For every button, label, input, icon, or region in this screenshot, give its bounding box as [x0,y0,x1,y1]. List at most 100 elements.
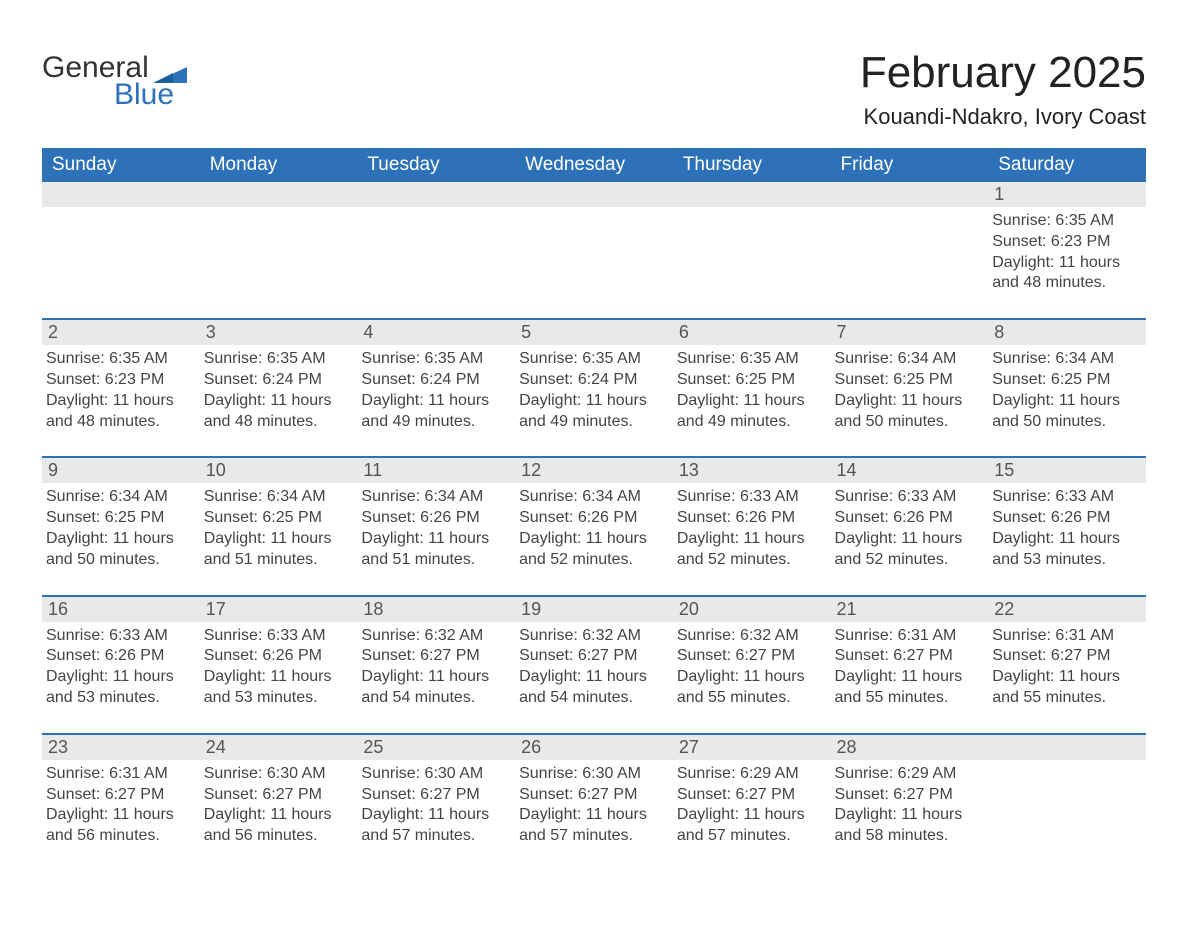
sunrise-line: Sunrise: 6:32 AM [677,626,817,647]
day-info: Sunrise: 6:33 AMSunset: 6:26 PMDaylight:… [200,626,354,709]
calendar-day-cell: 15Sunrise: 6:33 AMSunset: 6:26 PMDayligh… [988,457,1146,595]
day-number: 21 [831,597,989,622]
sunset-line: Sunset: 6:24 PM [361,370,501,391]
day-number: 27 [673,735,831,760]
day-number [42,182,200,207]
calendar-day-cell: 23Sunrise: 6:31 AMSunset: 6:27 PMDayligh… [42,734,200,871]
day-number: 7 [831,320,989,345]
day-number: 13 [673,458,831,483]
calendar-day-cell: 28Sunrise: 6:29 AMSunset: 6:27 PMDayligh… [831,734,989,871]
daylight-line: Daylight: 11 hours and 54 minutes. [361,667,501,709]
day-info: Sunrise: 6:34 AMSunset: 6:25 PMDaylight:… [831,349,985,432]
sunset-line: Sunset: 6:27 PM [992,646,1132,667]
calendar-day-cell: 9 Sunrise: 6:34 AMSunset: 6:25 PMDaylight… [42,457,200,595]
sunrise-line: Sunrise: 6:30 AM [361,764,501,785]
daylight-line: Daylight: 11 hours and 50 minutes. [992,391,1132,433]
sunset-line: Sunset: 6:26 PM [992,508,1132,529]
daylight-line: Daylight: 11 hours and 52 minutes. [835,529,975,571]
day-info: Sunrise: 6:29 AMSunset: 6:27 PMDaylight:… [831,764,985,847]
sunset-line: Sunset: 6:27 PM [835,785,975,806]
sunset-line: Sunset: 6:27 PM [519,646,659,667]
daylight-line: Daylight: 11 hours and 50 minutes. [835,391,975,433]
sunrise-line: Sunrise: 6:35 AM [519,349,659,370]
weekday-header: Sunday [42,148,200,182]
calendar-day-cell: 19Sunrise: 6:32 AMSunset: 6:27 PMDayligh… [515,596,673,734]
daylight-line: Daylight: 11 hours and 51 minutes. [361,529,501,571]
calendar-day-cell [988,734,1146,871]
day-info: Sunrise: 6:32 AMSunset: 6:27 PMDaylight:… [673,626,827,709]
day-number: 17 [200,597,358,622]
day-info: Sunrise: 6:35 AMSunset: 6:24 PMDaylight:… [515,349,669,432]
day-info: Sunrise: 6:34 AMSunset: 6:26 PMDaylight:… [515,487,669,570]
calendar-day-cell: 22Sunrise: 6:31 AMSunset: 6:27 PMDayligh… [988,596,1146,734]
sunrise-line: Sunrise: 6:29 AM [835,764,975,785]
sunrise-line: Sunrise: 6:29 AM [677,764,817,785]
page-header: General Blue February 2025 Kouandi-Ndakr… [42,48,1146,130]
daylight-line: Daylight: 11 hours and 51 minutes. [204,529,344,571]
daylight-line: Daylight: 11 hours and 54 minutes. [519,667,659,709]
daylight-line: Daylight: 11 hours and 55 minutes. [992,667,1132,709]
calendar-week-row: 23Sunrise: 6:31 AMSunset: 6:27 PMDayligh… [42,734,1146,871]
sunrise-line: Sunrise: 6:35 AM [992,211,1132,232]
location-subtitle: Kouandi-Ndakro, Ivory Coast [860,104,1146,130]
calendar-day-cell: 14Sunrise: 6:33 AMSunset: 6:26 PMDayligh… [831,457,989,595]
daylight-line: Daylight: 11 hours and 57 minutes. [677,805,817,847]
day-number: 4 [357,320,515,345]
daylight-line: Daylight: 11 hours and 52 minutes. [519,529,659,571]
day-number [988,735,1146,760]
sunset-line: Sunset: 6:26 PM [677,508,817,529]
sunrise-line: Sunrise: 6:34 AM [361,487,501,508]
daylight-line: Daylight: 11 hours and 49 minutes. [677,391,817,433]
day-info: Sunrise: 6:35 AMSunset: 6:23 PMDaylight:… [988,211,1142,294]
sunset-line: Sunset: 6:24 PM [519,370,659,391]
day-number [357,182,515,207]
day-info: Sunrise: 6:34 AMSunset: 6:25 PMDaylight:… [42,487,196,570]
calendar-day-cell: 3Sunrise: 6:35 AMSunset: 6:24 PMDaylight… [200,319,358,457]
sunset-line: Sunset: 6:26 PM [835,508,975,529]
sunset-line: Sunset: 6:23 PM [46,370,186,391]
title-block: February 2025 Kouandi-Ndakro, Ivory Coas… [860,48,1146,130]
weekday-header: Saturday [988,148,1146,182]
calendar-day-cell [200,182,358,319]
day-info: Sunrise: 6:29 AMSunset: 6:27 PMDaylight:… [673,764,827,847]
sunset-line: Sunset: 6:27 PM [519,785,659,806]
weekday-header: Tuesday [357,148,515,182]
day-number: 10 [200,458,358,483]
day-info: Sunrise: 6:31 AMSunset: 6:27 PMDaylight:… [831,626,985,709]
daylight-line: Daylight: 11 hours and 55 minutes. [835,667,975,709]
calendar-day-cell: 11 Sunrise: 6:34 AMSunset: 6:26 PMDayligh… [357,457,515,595]
sunrise-line: Sunrise: 6:34 AM [204,487,344,508]
sunset-line: Sunset: 6:25 PM [677,370,817,391]
sunrise-line: Sunrise: 6:31 AM [835,626,975,647]
calendar-day-cell: 16Sunrise: 6:33 AMSunset: 6:26 PMDayligh… [42,596,200,734]
sunrise-line: Sunrise: 6:33 AM [46,626,186,647]
calendar-week-row: 9Sunrise: 6:34 AMSunset: 6:25 PMDaylight… [42,457,1146,595]
sunset-line: Sunset: 6:27 PM [677,646,817,667]
weekday-header: Friday [831,148,989,182]
sunset-line: Sunset: 6:26 PM [361,508,501,529]
calendar-table: SundayMondayTuesdayWednesdayThursdayFrid… [42,148,1146,871]
sunrise-line: Sunrise: 6:31 AM [46,764,186,785]
calendar-week-row: 2Sunrise: 6:35 AMSunset: 6:23 PMDaylight… [42,319,1146,457]
day-number: 9 [42,458,200,483]
sunset-line: Sunset: 6:25 PM [46,508,186,529]
calendar-day-cell [357,182,515,319]
calendar-day-cell: 17 Sunrise: 6:33 AMSunset: 6:26 PMDayligh… [200,596,358,734]
sunrise-line: Sunrise: 6:33 AM [835,487,975,508]
calendar-day-cell: 2Sunrise: 6:35 AMSunset: 6:23 PMDaylight… [42,319,200,457]
sunrise-line: Sunrise: 6:33 AM [204,626,344,647]
day-number: 25 [357,735,515,760]
sunset-line: Sunset: 6:27 PM [204,785,344,806]
sunset-line: Sunset: 6:26 PM [46,646,186,667]
sunset-line: Sunset: 6:26 PM [204,646,344,667]
daylight-line: Daylight: 11 hours and 58 minutes. [835,805,975,847]
daylight-line: Daylight: 11 hours and 56 minutes. [204,805,344,847]
day-number: 11 [357,458,515,483]
sunrise-line: Sunrise: 6:32 AM [361,626,501,647]
sunrise-line: Sunrise: 6:32 AM [519,626,659,647]
daylight-line: Daylight: 11 hours and 49 minutes. [361,391,501,433]
calendar-day-cell [42,182,200,319]
calendar-day-cell: 7 Sunrise: 6:34 AMSunset: 6:25 PMDaylight… [831,319,989,457]
calendar-day-cell [673,182,831,319]
day-number: 24 [200,735,358,760]
